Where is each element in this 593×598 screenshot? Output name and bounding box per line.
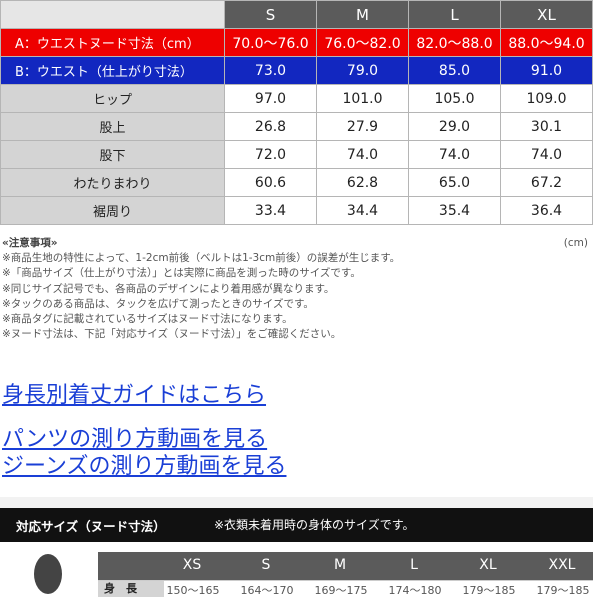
note-line-5: ※商品タグに記載されているサイズはヌード寸法になります。 <box>2 313 293 326</box>
note-line-3: ※同じサイズ記号でも、各商品のデザインにより着用感が異なります。 <box>2 282 335 295</box>
nude-size-height-row: 身 長 150〜165 164〜170 169〜175 174〜180 179〜… <box>98 580 593 597</box>
row-label: B：ウエスト（仕上がり寸法） <box>0 56 225 85</box>
row-label: 股下 <box>0 140 225 169</box>
jeans-video-link[interactable]: ジーンズの測り方動画を見る <box>2 454 287 479</box>
size-value-cell: 65.0 <box>408 168 501 197</box>
size-value-cell: 60.6 <box>224 168 317 197</box>
size-value-cell: 72.0 <box>224 140 317 169</box>
height-m: 169〜175 <box>314 584 368 597</box>
header-blank-cell <box>0 0 225 29</box>
size-value-cell: 36.4 <box>500 196 593 225</box>
size-value-cell: 85.0 <box>408 56 501 85</box>
nude-header-xs: XS <box>182 557 202 573</box>
height-xs: 150〜165 <box>166 584 220 597</box>
size-value-cell: 70.0〜76.0 <box>224 28 317 57</box>
size-value-cell: 33.4 <box>224 196 317 225</box>
size-value-cell: 62.8 <box>316 168 409 197</box>
size-value-cell: 91.0 <box>500 56 593 85</box>
row-label: ヒップ <box>0 84 225 113</box>
nude-header-xxl: XXL <box>548 557 576 573</box>
size-value-cell: 27.9 <box>316 112 409 141</box>
size-row: A：ウエストヌード寸法（cm） 70.0〜76.0 76.0〜82.0 82.0〜88… <box>0 28 593 57</box>
body-figure-icon <box>34 554 62 594</box>
height-s: 164〜170 <box>240 584 294 597</box>
row-label: わたりまわり <box>0 168 225 197</box>
size-value-cell: 74.0 <box>500 140 593 169</box>
size-header-m: M <box>316 0 409 29</box>
size-table: S M L XL A：ウエストヌード寸法（cm） 70.0〜76.0 76.0〜82.0 82… <box>0 0 593 225</box>
note-line-1: ※商品生地の特性によって、1-2cm前後（ベルトは1-3cm前後）の誤差が生じま… <box>2 252 401 265</box>
pants-video-link[interactable]: パンツの測り方動画を見る <box>2 427 268 452</box>
nude-size-header-row: XS S M L XL XXL <box>98 552 593 580</box>
size-row: B：ウエスト（仕上がり寸法） 73.0 79.0 85.0 91.0 <box>0 56 593 85</box>
size-value-cell: 82.0〜88.0 <box>408 28 501 57</box>
size-value-cell: 73.0 <box>224 56 317 85</box>
size-value-cell: 29.0 <box>408 112 501 141</box>
size-value-cell: 67.2 <box>500 168 593 197</box>
nude-size-title: 対応サイズ（ヌード寸法） <box>16 519 166 534</box>
size-value-cell: 79.0 <box>316 56 409 85</box>
nude-header-xl: XL <box>479 557 497 573</box>
size-value-cell: 26.8 <box>224 112 317 141</box>
size-header-s: S <box>224 0 317 29</box>
row-label: 股上 <box>0 112 225 141</box>
size-value-cell: 74.0 <box>316 140 409 169</box>
size-value-cell: 74.0 <box>408 140 501 169</box>
nude-size-header-bar: 対応サイズ（ヌード寸法） ※衣類未着用時の身体のサイズです。 <box>0 508 593 542</box>
size-header-row: S M L XL <box>0 0 593 29</box>
nude-header-m: M <box>333 557 347 573</box>
size-value-cell: 76.0〜82.0 <box>316 28 409 57</box>
height-guide-link[interactable]: 身長別着丈ガイドはこちら <box>2 383 267 408</box>
notes-title: «注意事項» <box>2 237 58 249</box>
notes-section: (cm) «注意事項» ※商品生地の特性によって、1-2cm前後（ベルトは1-3… <box>2 236 592 342</box>
nude-header-l: L <box>410 557 418 573</box>
height-xl: 179〜185 <box>462 584 516 597</box>
height-l: 174〜180 <box>388 584 442 597</box>
size-value-cell: 34.4 <box>316 196 409 225</box>
size-row: 股上 26.8 27.9 29.0 30.1 <box>0 112 593 141</box>
note-line-4: ※タックのある商品は、タックを広げて測ったときのサイズです。 <box>2 297 314 310</box>
nude-size-subtitle: ※衣類未着用時の身体のサイズです。 <box>214 518 415 532</box>
height-xxl: 179〜185 <box>536 584 590 597</box>
size-value-cell: 105.0 <box>408 84 501 113</box>
row-label: A：ウエストヌード寸法（cm） <box>0 28 225 57</box>
row-label: 裾周り <box>0 196 225 225</box>
size-row: わたりまわり 60.6 62.8 65.0 67.2 <box>0 168 593 197</box>
size-value-cell: 35.4 <box>408 196 501 225</box>
size-value-cell: 88.0〜94.0 <box>500 28 593 57</box>
note-line-6: ※ヌード寸法は、下記「対応サイズ（ヌード寸法）」をご確認ください。 <box>2 328 342 341</box>
nude-header-s: S <box>261 557 271 573</box>
size-value-cell: 30.1 <box>500 112 593 141</box>
height-label: 身 長 <box>98 581 164 597</box>
size-value-cell: 101.0 <box>316 84 409 113</box>
size-row: ヒップ 97.0 101.0 105.0 109.0 <box>0 84 593 113</box>
section-divider <box>0 497 593 511</box>
note-line-2: ※「商品サイズ（仕上がり寸法）」とは実際に商品を測った時のサイズです。 <box>2 267 361 280</box>
size-row: 股下 72.0 74.0 74.0 74.0 <box>0 140 593 169</box>
size-row: 裾周り 33.4 34.4 35.4 36.4 <box>0 196 593 225</box>
unit-label: (cm) <box>563 237 588 249</box>
size-value-cell: 109.0 <box>500 84 593 113</box>
size-header-xl: XL <box>500 0 593 29</box>
size-value-cell: 97.0 <box>224 84 317 113</box>
size-header-l: L <box>408 0 501 29</box>
